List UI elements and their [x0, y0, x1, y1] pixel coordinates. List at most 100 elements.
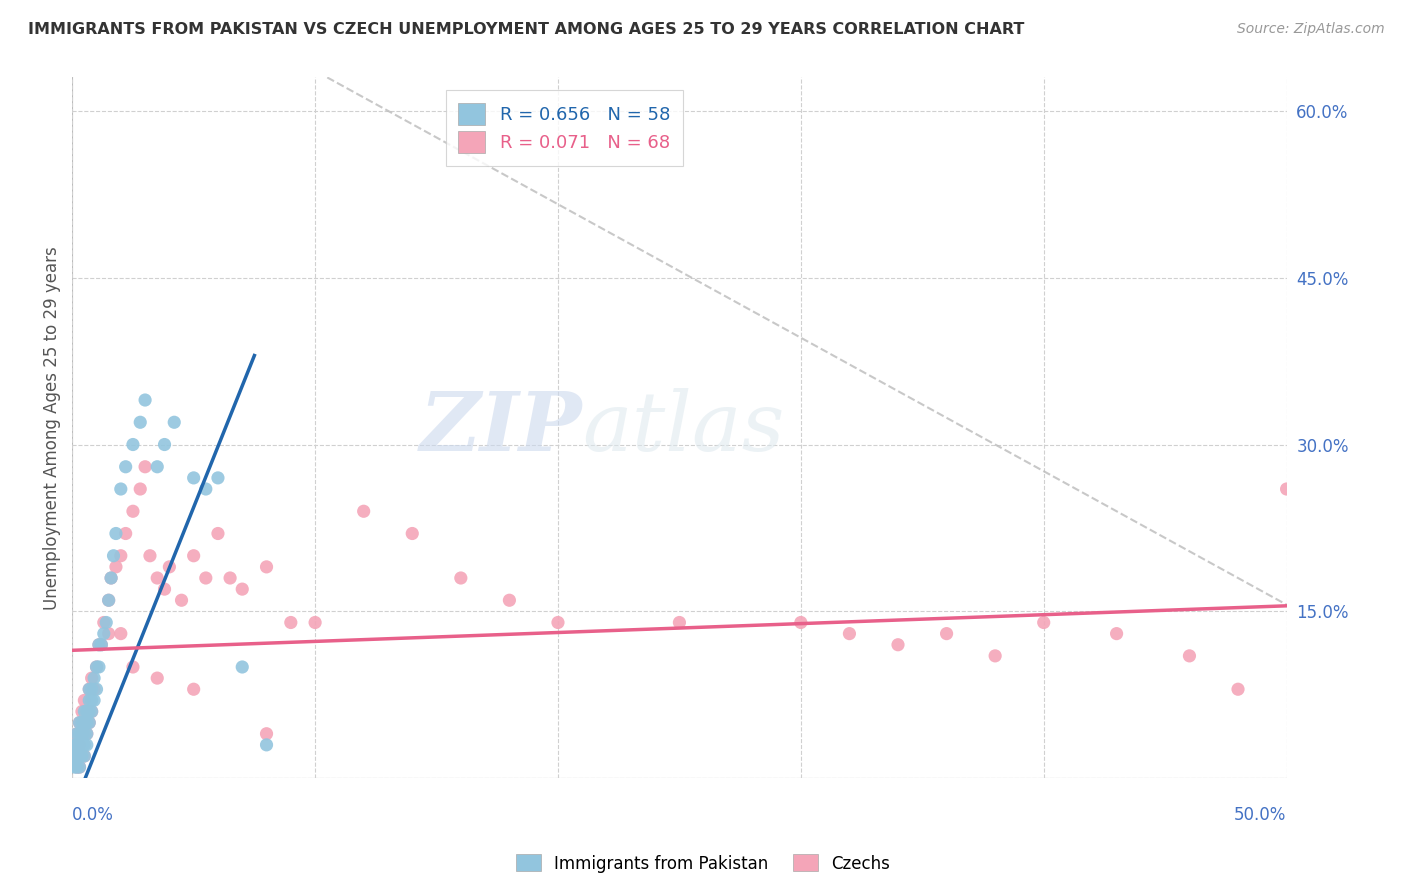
Point [76, 727, 98, 741]
Point [100, 571, 122, 585]
Point [70, 749, 93, 764]
Point [66, 727, 89, 741]
Point [163, 415, 186, 429]
Point [73, 738, 96, 752]
Point [77, 682, 100, 697]
Point [83, 693, 105, 707]
Point [90, 638, 112, 652]
Point [70, 727, 93, 741]
Point [935, 626, 957, 640]
Point [183, 549, 205, 563]
Point [80, 693, 103, 707]
Point [134, 392, 156, 407]
Point [63, 749, 86, 764]
Point [231, 582, 253, 596]
Point [69, 749, 91, 764]
Point [83, 682, 105, 697]
Point [183, 682, 205, 697]
Point [194, 571, 217, 585]
Point [73, 749, 96, 764]
Point [153, 437, 176, 451]
Point [256, 738, 278, 752]
Point [353, 504, 375, 518]
Point [70, 705, 93, 719]
Point [76, 715, 98, 730]
Point [450, 571, 472, 585]
Point [86, 682, 108, 697]
Point [76, 705, 98, 719]
Point [97, 593, 120, 607]
Point [153, 582, 176, 596]
Point [668, 615, 690, 630]
Point [66, 749, 89, 764]
Point [80, 705, 103, 719]
Point [86, 660, 108, 674]
Point [66, 727, 89, 741]
Legend: Immigrants from Pakistan, Czechs: Immigrants from Pakistan, Czechs [509, 847, 897, 880]
Point [103, 549, 125, 563]
Point [76, 738, 98, 752]
Point [401, 526, 423, 541]
Point [984, 648, 1007, 663]
Point [73, 715, 96, 730]
Point [887, 638, 910, 652]
Point [110, 626, 132, 640]
Point [114, 526, 136, 541]
Point [104, 560, 127, 574]
Point [1032, 615, 1054, 630]
Point [80, 671, 103, 685]
Point [63, 738, 86, 752]
Point [66, 760, 89, 774]
Point [122, 504, 145, 518]
Point [1105, 626, 1128, 640]
Point [73, 715, 96, 730]
Point [110, 549, 132, 563]
Point [96, 615, 118, 630]
Text: ZIP: ZIP [419, 388, 582, 467]
Point [110, 482, 132, 496]
Point [157, 560, 180, 574]
Point [73, 727, 96, 741]
Point [790, 615, 813, 630]
Point [76, 727, 98, 741]
Point [77, 705, 100, 719]
Point [69, 738, 91, 752]
Point [69, 715, 91, 730]
Point [63, 738, 86, 752]
Y-axis label: Unemployment Among Ages 25 to 29 years: Unemployment Among Ages 25 to 29 years [44, 246, 60, 610]
Point [122, 660, 145, 674]
Point [146, 459, 169, 474]
Point [77, 693, 100, 707]
Point [69, 760, 91, 774]
Point [146, 571, 169, 585]
Text: atlas: atlas [582, 388, 785, 467]
Point [256, 727, 278, 741]
Point [73, 705, 96, 719]
Point [256, 560, 278, 574]
Point [66, 760, 89, 774]
Point [207, 526, 229, 541]
Point [69, 727, 91, 741]
Point [219, 571, 242, 585]
Point [93, 626, 115, 640]
Point [97, 626, 120, 640]
Point [207, 471, 229, 485]
Point [129, 482, 152, 496]
Point [63, 760, 86, 774]
Point [1178, 648, 1201, 663]
Point [66, 738, 89, 752]
Point [134, 459, 156, 474]
Point [73, 693, 96, 707]
Text: Source: ZipAtlas.com: Source: ZipAtlas.com [1237, 22, 1385, 37]
Point [77, 682, 100, 697]
Point [63, 749, 86, 764]
Text: IMMIGRANTS FROM PAKISTAN VS CZECH UNEMPLOYMENT AMONG AGES 25 TO 29 YEARS CORRELA: IMMIGRANTS FROM PAKISTAN VS CZECH UNEMPL… [28, 22, 1025, 37]
Legend: R = 0.656   N = 58, R = 0.071   N = 68: R = 0.656 N = 58, R = 0.071 N = 68 [446, 90, 683, 166]
Point [280, 615, 302, 630]
Point [90, 638, 112, 652]
Point [87, 638, 110, 652]
Point [129, 415, 152, 429]
Point [194, 482, 217, 496]
Point [70, 715, 93, 730]
Point [83, 671, 105, 685]
